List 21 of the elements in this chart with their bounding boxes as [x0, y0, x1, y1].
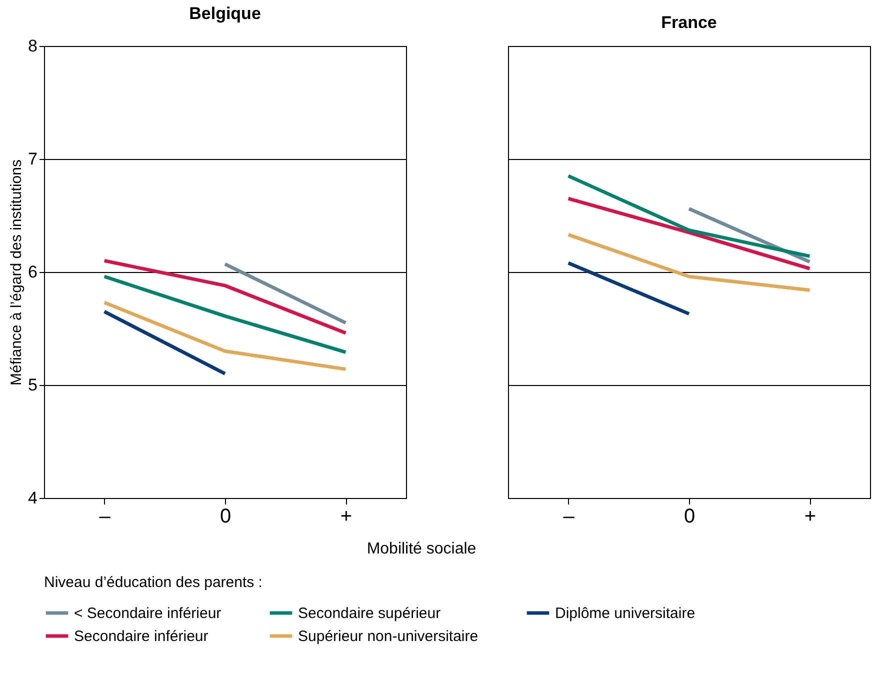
legend-title: Niveau d’éducation des parents : [44, 574, 262, 591]
chart-title: Belgique [189, 4, 261, 23]
x-tick-label: 0 [220, 506, 232, 528]
chart-title: France [661, 13, 717, 32]
x-tick-label: – [563, 506, 576, 528]
x-tick-label: + [340, 506, 352, 528]
legend-label: Secondaire supérieur [298, 605, 441, 622]
x-axis-title: Mobilité sociale [366, 540, 476, 558]
x-tick-label: 0 [684, 506, 696, 528]
x-tick-label: – [99, 506, 112, 528]
legend-label: Diplôme universitaire [555, 605, 696, 622]
legend-label: Secondaire inférieur [74, 628, 208, 645]
y-tick-label: 8 [28, 36, 38, 56]
x-tick-label: + [804, 506, 816, 528]
y-tick-label: 6 [28, 262, 38, 282]
y-tick-label: 4 [28, 488, 38, 508]
y-tick-label: 7 [28, 150, 38, 168]
y-axis-title: Méfiance à l’égard des institutions [8, 160, 26, 386]
legend-label: Supérieur non-universitaire [298, 628, 478, 645]
y-tick-label: 5 [28, 376, 38, 394]
legend-label: < Secondaire inférieur [74, 605, 222, 622]
